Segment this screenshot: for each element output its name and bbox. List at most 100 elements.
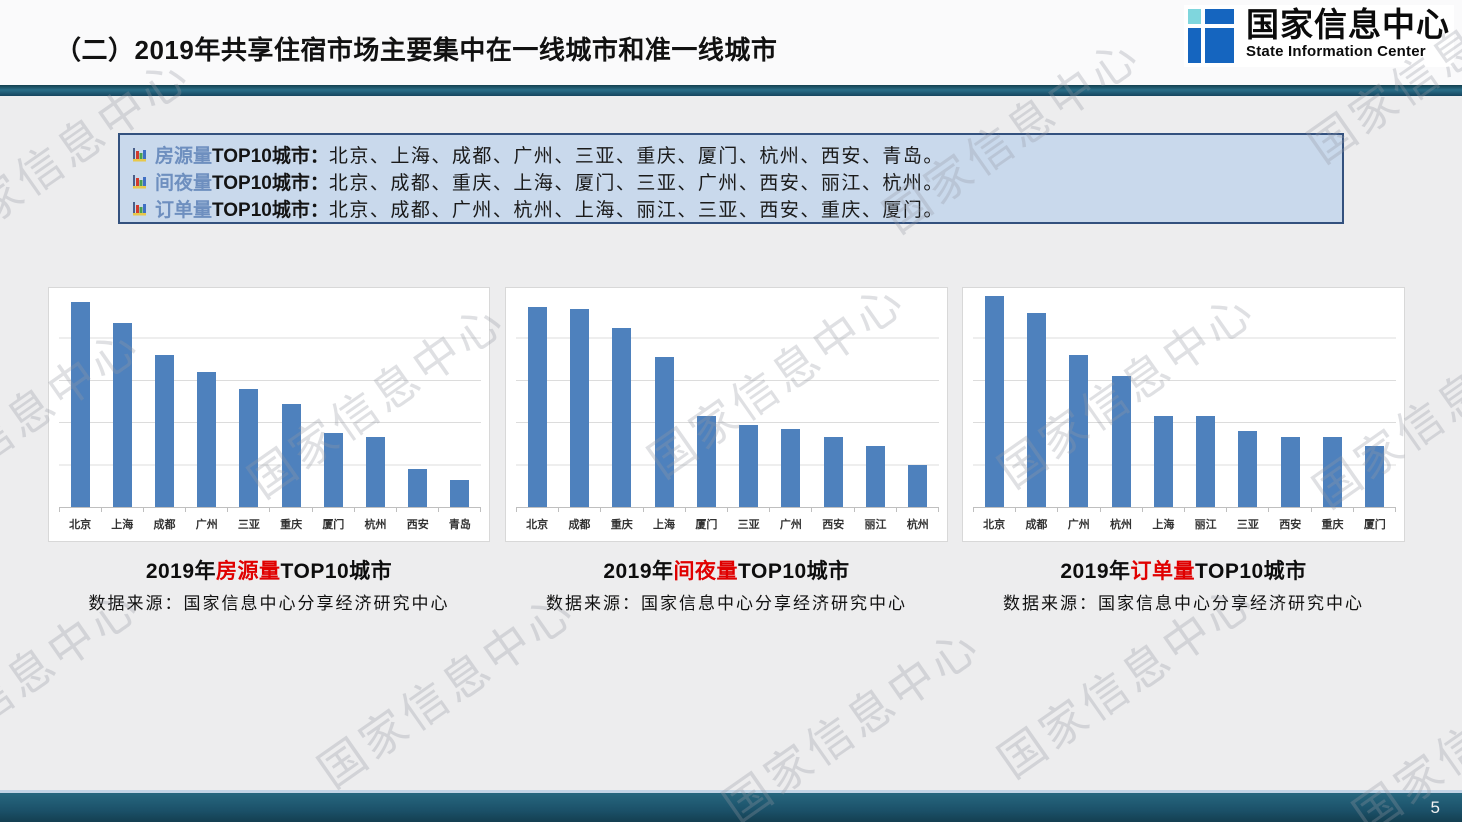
chart-title: 2019年间夜量TOP10城市 [505,555,948,585]
bar-西安 [823,437,843,507]
summary-row-orders: 订单量 TOP10城市： 北京、成都、广州、杭州、上海、丽江、三亚、西安、重庆、厦门… [130,195,1332,221]
bar-column [1015,296,1057,507]
axis-tick [644,508,686,512]
bar-丽江 [1196,416,1216,507]
summary-lead: TOP10城市： [212,172,329,194]
chart-axis-ticks [516,508,940,512]
bar-column [1058,296,1100,507]
axis-tick [439,508,481,512]
header: （二）2019年共享住宿市场主要集中在一线城市和准一线城市 国家信息中心 Sta… [0,0,1462,85]
page-title: （二）2019年共享住宿市场主要集中在一线城市和准一线城市 [55,35,778,65]
summary-row-listings: 房源量 TOP10城市： 北京、上海、成都、广州、三亚、重庆、厦门、杭州、西安、青岛… [130,141,1332,167]
x-axis-label: 丽江 [864,519,887,531]
summary-cities: 北京、成都、重庆、上海、厦门、三亚、广州、西安、丽江、杭州。 [328,172,944,194]
x-axis-label: 上海 [111,519,134,531]
chart-listings-top10: 北京 上海 成都 广州 三亚 重庆 厦门 杭州 西安 青岛 [48,287,490,542]
bar-column [1184,296,1226,507]
bar-杭州 [1111,376,1131,507]
axis-tick [1101,508,1143,512]
chart-data-source: 数据来源：国家信息中心分享经济研究中心 [1003,594,1364,613]
org-logo-text: 国家信息中心 State Information Center [1246,7,1450,61]
summary-keyword: 房源量 [155,145,213,167]
bar-广州 [1069,355,1089,507]
x-axis-label: 三亚 [1236,519,1259,531]
x-axis-label: 北京 [69,519,92,531]
chart-x-axis-labels: 北京 成都 广州 杭州 上海 丽江 三亚 西安 重庆 厦门 [973,512,1396,536]
x-axis-label: 厦门 [322,519,345,531]
org-name-en: State Information Center [1246,43,1426,60]
bar-column [101,296,143,507]
axis-tick [770,508,813,512]
bar-column [770,296,812,507]
chart-title-highlight: 房源量 [216,560,281,583]
bar-column [854,296,896,507]
axis-tick [313,508,355,512]
axis-tick [270,508,313,512]
summary-lead: TOP10城市： [212,145,329,167]
bar-重庆 [1323,437,1343,507]
x-axis-label: 重庆 [610,519,633,531]
chart-x-axis-labels: 北京 成都 重庆 上海 厦门 三亚 广州 西安 丽江 杭州 [516,512,939,536]
bar-厦门 [696,416,716,507]
chart-caption-orders: 2019年订单量TOP10城市 数据来源：国家信息中心分享经济研究中心 [962,555,1405,614]
summary-keyword: 间夜量 [155,172,213,194]
bar-column [1100,296,1142,507]
bar-上海 [1153,416,1173,507]
bar-西安 [408,469,428,507]
chart-axis-ticks [59,508,481,512]
bar-column [601,296,643,507]
x-axis-label: 重庆 [280,519,303,531]
bar-北京 [527,306,547,507]
bar-成都 [155,355,174,507]
bar-三亚 [1238,431,1258,507]
bar-西安 [1280,437,1300,507]
bar-上海 [112,323,132,507]
bar-column [1269,296,1311,507]
chart-title-highlight: 间夜量 [673,560,739,583]
x-axis-label: 北京 [526,519,549,531]
axis-tick [1312,508,1354,512]
bar-厦门 [323,433,343,507]
bar-成都 [1026,312,1046,507]
axis-tick [1016,508,1059,512]
chart-plot-area [59,296,481,508]
axis-tick [974,508,1017,512]
axis-tick [855,508,897,512]
mini-bar-chart-icon [133,201,146,215]
bar-column [397,296,439,507]
bar-column [643,296,685,507]
x-axis-label: 成都 [568,519,591,531]
bar-青岛 [450,479,470,507]
axis-tick [1143,508,1186,512]
bar-column [685,296,727,507]
axis-tick [686,508,729,512]
bar-column [59,296,101,507]
axis-tick [355,508,397,512]
axis-tick [897,508,940,512]
axis-tick [186,508,229,512]
bar-丽江 [866,445,886,507]
x-axis-label: 广州 [1067,519,1090,531]
bar-column [1142,296,1184,507]
axis-tick [1227,508,1270,512]
axis-tick [1185,508,1228,512]
axis-tick [60,508,103,512]
bar-column [973,296,1015,507]
page-number: 5 [1430,798,1440,817]
axis-tick [397,508,439,512]
bar-column [228,296,270,507]
summary-lead: TOP10城市： [212,199,329,221]
mini-bar-chart-icon [133,147,146,161]
axis-tick [144,508,187,512]
axis-tick [601,508,644,512]
bar-column [1311,296,1353,507]
x-axis-label: 成都 [153,519,176,531]
bar-杭州 [366,437,386,507]
bar-三亚 [739,424,759,507]
chart-title-prefix: 2019年 [603,560,674,583]
x-axis-label: 西安 [1279,519,1302,531]
chart-caption-listings: 2019年房源量TOP10城市 数据来源：国家信息中心分享经济研究中心 [48,555,490,614]
bar-column [312,296,354,507]
bar-column [186,296,228,507]
